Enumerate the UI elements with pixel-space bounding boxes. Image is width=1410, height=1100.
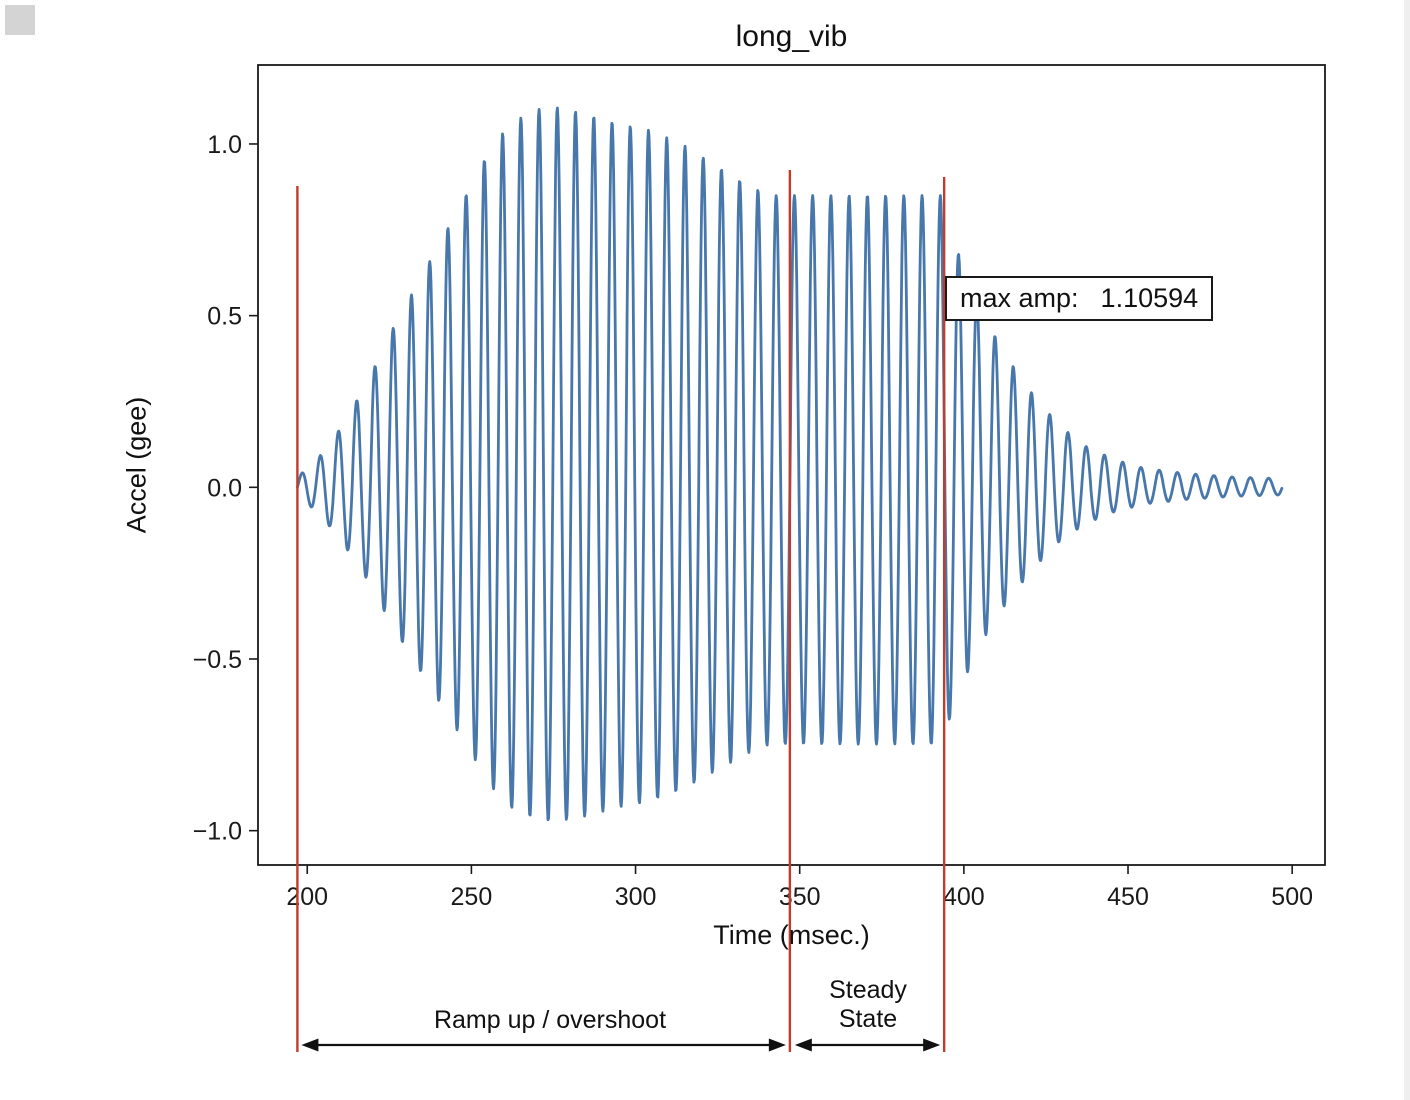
x-tick-label: 500: [1271, 883, 1313, 911]
max-amp-label: max amp:: [960, 283, 1079, 313]
y-tick-label: 1.0: [207, 131, 242, 159]
steady-region-arrow-left-head: [794, 1038, 812, 1052]
x-tick-label: 250: [451, 883, 493, 911]
max-amp-annotation: max amp: 1.10594: [945, 276, 1214, 321]
x-tick-label: 400: [943, 883, 985, 911]
steady-region-arrow-right-head: [923, 1038, 941, 1052]
axes-frame: [257, 64, 1326, 866]
chart-title: long_vib: [735, 20, 848, 53]
right-edge-strip: [1404, 0, 1410, 1100]
x-tick-label: 350: [779, 883, 821, 911]
y-tick-label: −0.5: [193, 646, 242, 674]
x-tick-label: 200: [286, 883, 328, 911]
window-corner-artifact: [5, 5, 35, 35]
steady-region-label: Steady State: [829, 976, 907, 1033]
ramp-region-arrow-left-head: [301, 1038, 319, 1052]
ramp-region-arrow-right-head: [768, 1038, 786, 1052]
ramp-region-label: Ramp up / overshoot: [433, 1006, 667, 1034]
y-tick-label: −1.0: [193, 818, 242, 846]
max-amp-value: 1.10594: [1100, 283, 1199, 313]
y-tick-label: 0.0: [207, 474, 242, 502]
y-tick-label: 0.5: [207, 303, 242, 331]
x-axis-label: Time (msec.): [713, 920, 870, 950]
y-axis-label: Accel (gee): [121, 396, 152, 534]
x-tick-label: 450: [1107, 883, 1149, 911]
x-tick-label: 300: [615, 883, 657, 911]
